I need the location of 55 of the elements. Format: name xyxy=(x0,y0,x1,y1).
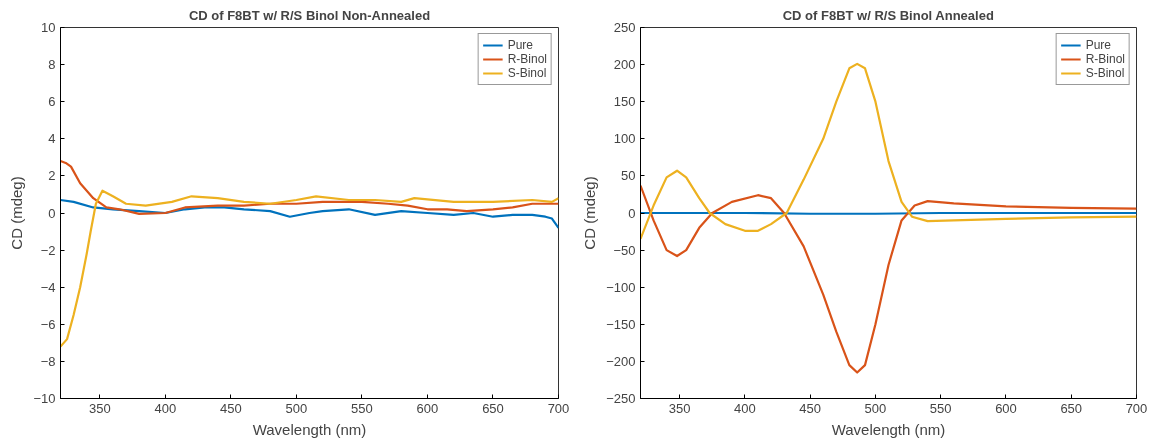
y-tick-label: 8 xyxy=(48,57,56,73)
x-tick-label: 550 xyxy=(351,400,373,416)
y-tick-label: 2 xyxy=(48,168,56,184)
line-series xyxy=(640,184,1137,374)
x-tick-label: 350 xyxy=(88,400,111,416)
y-tick-label: 10 xyxy=(41,20,56,35)
chart-title: CD of F8BT w/ R/S Binol Annealed xyxy=(782,7,994,23)
y-tick-label: 50 xyxy=(621,168,636,184)
y-tick-label: 6 xyxy=(48,94,56,110)
y-tick-label: −10 xyxy=(33,391,56,406)
legend-label: Pure xyxy=(507,38,533,52)
y-tick-label: −200 xyxy=(606,353,636,369)
x-tick-label: 350 xyxy=(668,400,691,416)
y-tick-label: 150 xyxy=(613,94,636,110)
y-tick-label: −8 xyxy=(40,353,56,369)
line-series xyxy=(60,159,559,216)
legend-label: S-Binol xyxy=(1085,66,1125,80)
x-tick-label: 700 xyxy=(1125,400,1148,416)
y-tick-label: 0 xyxy=(628,205,636,221)
y-tick-label: 200 xyxy=(613,57,636,73)
y-tick-label: −2 xyxy=(40,242,56,258)
x-axis-title: Wavelength (nm) xyxy=(831,420,946,438)
y-tick-label: 4 xyxy=(48,131,56,147)
x-axis-title: Wavelength (nm) xyxy=(252,420,367,438)
x-tick-label: 550 xyxy=(929,400,952,416)
x-tick-label: 450 xyxy=(799,400,822,416)
legend-label: Pure xyxy=(1085,38,1111,52)
x-tick-label: 650 xyxy=(1060,400,1083,416)
y-axis-title: CD (mdeg) xyxy=(8,176,26,250)
y-axis-title: CD (mdeg) xyxy=(581,176,599,250)
line-series xyxy=(60,198,559,229)
y-tick-label: −6 xyxy=(40,316,56,332)
x-tick-label: 450 xyxy=(220,400,242,416)
y-tick-label: 0 xyxy=(48,205,56,221)
y-tick-label: −50 xyxy=(613,242,636,258)
x-tick-label: 400 xyxy=(734,400,756,416)
y-tick-label: −250 xyxy=(606,391,636,406)
x-tick-label: 700 xyxy=(547,400,570,416)
x-tick-label: 500 xyxy=(285,400,308,416)
x-tick-label: 500 xyxy=(864,400,887,416)
y-tick-label: 100 xyxy=(613,131,636,147)
chart-title: CD of F8BT w/ R/S Binol Non-Annealed xyxy=(188,7,431,23)
y-tick-label: 250 xyxy=(613,20,636,35)
legend-label: R-Binol xyxy=(507,52,547,66)
y-tick-label: −150 xyxy=(606,316,636,332)
legend-label: R-Binol xyxy=(1085,52,1125,66)
x-tick-label: 650 xyxy=(482,400,504,416)
x-tick-label: 600 xyxy=(995,400,1017,416)
legend-label: S-Binol xyxy=(507,66,547,80)
y-tick-label: −100 xyxy=(606,279,636,295)
y-tick-label: −4 xyxy=(40,279,56,295)
x-tick-label: 600 xyxy=(416,400,439,416)
x-tick-label: 400 xyxy=(154,400,177,416)
line-series xyxy=(640,62,1137,241)
line-series xyxy=(60,189,559,348)
